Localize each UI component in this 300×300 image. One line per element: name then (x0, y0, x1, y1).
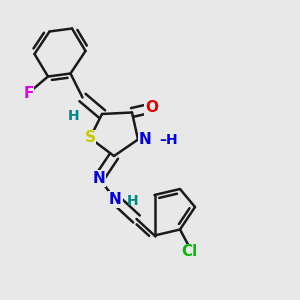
Text: Cl: Cl (181, 244, 197, 260)
Text: S: S (85, 130, 95, 146)
Text: O: O (145, 100, 158, 116)
Text: –H: –H (160, 133, 178, 146)
Text: H: H (68, 110, 79, 124)
Text: N: N (93, 171, 105, 186)
Text: N: N (109, 192, 122, 207)
Text: F: F (23, 85, 34, 100)
Text: N: N (139, 132, 152, 147)
Text: H: H (127, 194, 139, 208)
